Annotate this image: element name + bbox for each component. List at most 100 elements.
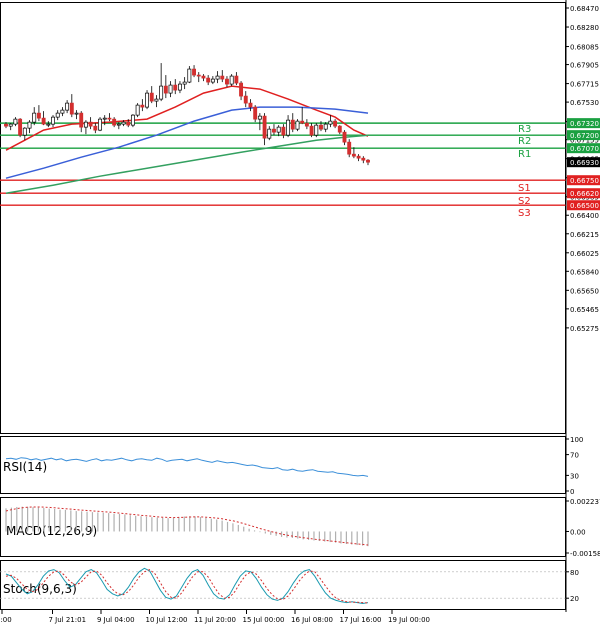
rsi-tick-label: 0 [570, 488, 574, 496]
candle-body [159, 85, 164, 100]
candle-body [98, 118, 102, 131]
moving-average-line [5, 85, 369, 151]
candle-body [239, 82, 244, 97]
level-name-s2: S2 [518, 196, 531, 207]
candle-body [248, 102, 253, 108]
candle-body [60, 109, 65, 114]
candle-body [145, 92, 149, 108]
candle-body [41, 117, 46, 125]
time-tick-label: 7 Jul 21:01 [49, 616, 87, 624]
level-price-label: 0.67320 [570, 120, 599, 128]
rsi-tick-label: 100 [570, 436, 583, 444]
candle-body [27, 121, 32, 129]
time-tick-label: 6:00 [0, 616, 12, 624]
moving-average-line [5, 134, 369, 194]
time-tick-label: 16 Jul 08:00 [291, 616, 333, 624]
candle-body [154, 98, 159, 102]
time-tick-label: 11 Jul 20:00 [194, 616, 236, 624]
candle-body [356, 155, 361, 159]
candle-body [300, 120, 305, 124]
candle-body [107, 117, 112, 120]
stoch-k-line [5, 567, 369, 605]
rsi-tick-label: 70 [570, 452, 579, 460]
stoch-tick-label: 80 [570, 569, 579, 577]
candle-body [177, 83, 182, 91]
price-tick-label: 0.65275 [570, 325, 599, 333]
candle-body [286, 119, 291, 136]
moving-average-line [5, 106, 369, 179]
candle-body [51, 116, 55, 125]
candle-body [69, 102, 74, 115]
price-tick-label: 0.65650 [570, 287, 599, 295]
price-tick-label: 0.67155 [570, 137, 599, 145]
candle-body [182, 81, 187, 85]
candle-body [253, 106, 258, 120]
candle-body [102, 117, 107, 120]
candle-body [36, 112, 41, 119]
time-axis: 6:00 7 Jul 21:01 9 Jul 04:00 10 Jul 12:00 11… [0, 610, 430, 624]
rsi-tick-label: 30 [570, 472, 579, 480]
candle-body [135, 104, 140, 116]
level-price-tag [567, 175, 600, 186]
candle-body [309, 125, 314, 136]
level-price-tag [567, 200, 600, 211]
macd-label: MACD(12,26,9) [6, 524, 97, 538]
candle-body [55, 112, 60, 118]
candle-body [319, 124, 323, 130]
candle-body [304, 122, 309, 127]
candle-body [196, 74, 201, 77]
candle-body [361, 157, 366, 161]
candle-body [295, 120, 300, 130]
candle-body [13, 118, 18, 125]
candle-body [140, 104, 145, 108]
time-tick-label: 10 Jul 12:00 [146, 616, 188, 624]
candle-body [121, 121, 126, 125]
level-name-r1: R1 [518, 149, 531, 160]
candle-body [149, 92, 154, 102]
price-tick-label: 0.67530 [570, 99, 599, 107]
price-tick-label: 0.65465 [570, 306, 599, 314]
candle-body [116, 123, 121, 126]
current-price-label: 0.66930 [570, 159, 599, 167]
time-tick-label: 19 Jul 00:00 [388, 616, 430, 624]
stoch-label: Stoch(9,6,3) [3, 582, 77, 596]
level-price-label: 0.67200 [570, 132, 599, 140]
candle-body [206, 77, 211, 83]
candle-body [83, 121, 88, 128]
price-tick-label: 0.66400 [570, 212, 599, 220]
candle-body [126, 121, 131, 126]
candle-body [243, 95, 248, 104]
level-name-s3: S3 [518, 208, 531, 219]
candle-body [74, 112, 79, 115]
level-price-tag [567, 188, 600, 199]
level-price-label: 0.66500 [570, 202, 599, 210]
candle-body [201, 75, 206, 79]
candle-body [225, 78, 229, 85]
candle-body [337, 125, 342, 133]
candle-body [215, 75, 220, 80]
time-tick-label: 9 Jul 04:00 [97, 616, 135, 624]
candle-body [220, 75, 225, 80]
level-name-r2: R2 [518, 136, 531, 147]
level-price-label: 0.67070 [570, 145, 599, 153]
level-name-s1: S1 [518, 183, 531, 194]
candle-body [65, 102, 70, 111]
price-tick-label: 0.68470 [570, 5, 599, 13]
candle-body [272, 128, 276, 133]
price-tick-label: 0.68280 [570, 24, 599, 32]
price-tick-label: 0.65840 [570, 268, 599, 276]
rsi-line [5, 457, 369, 477]
candle-body [93, 125, 98, 131]
rsi-panel: RSI(14) 100 70 30 0 [0, 436, 583, 496]
candle-body [130, 114, 135, 126]
candle-body [347, 141, 352, 155]
candle-body [257, 115, 262, 120]
candle-body [262, 115, 267, 139]
macd-tick-label: -0.001581 [570, 550, 600, 558]
time-tick-label: 15 Jul 00:00 [243, 616, 285, 624]
panel-frame [0, 2, 566, 434]
candle-body [18, 118, 23, 136]
level-price-tag [567, 130, 600, 141]
level-price-label: 0.66750 [570, 177, 599, 185]
